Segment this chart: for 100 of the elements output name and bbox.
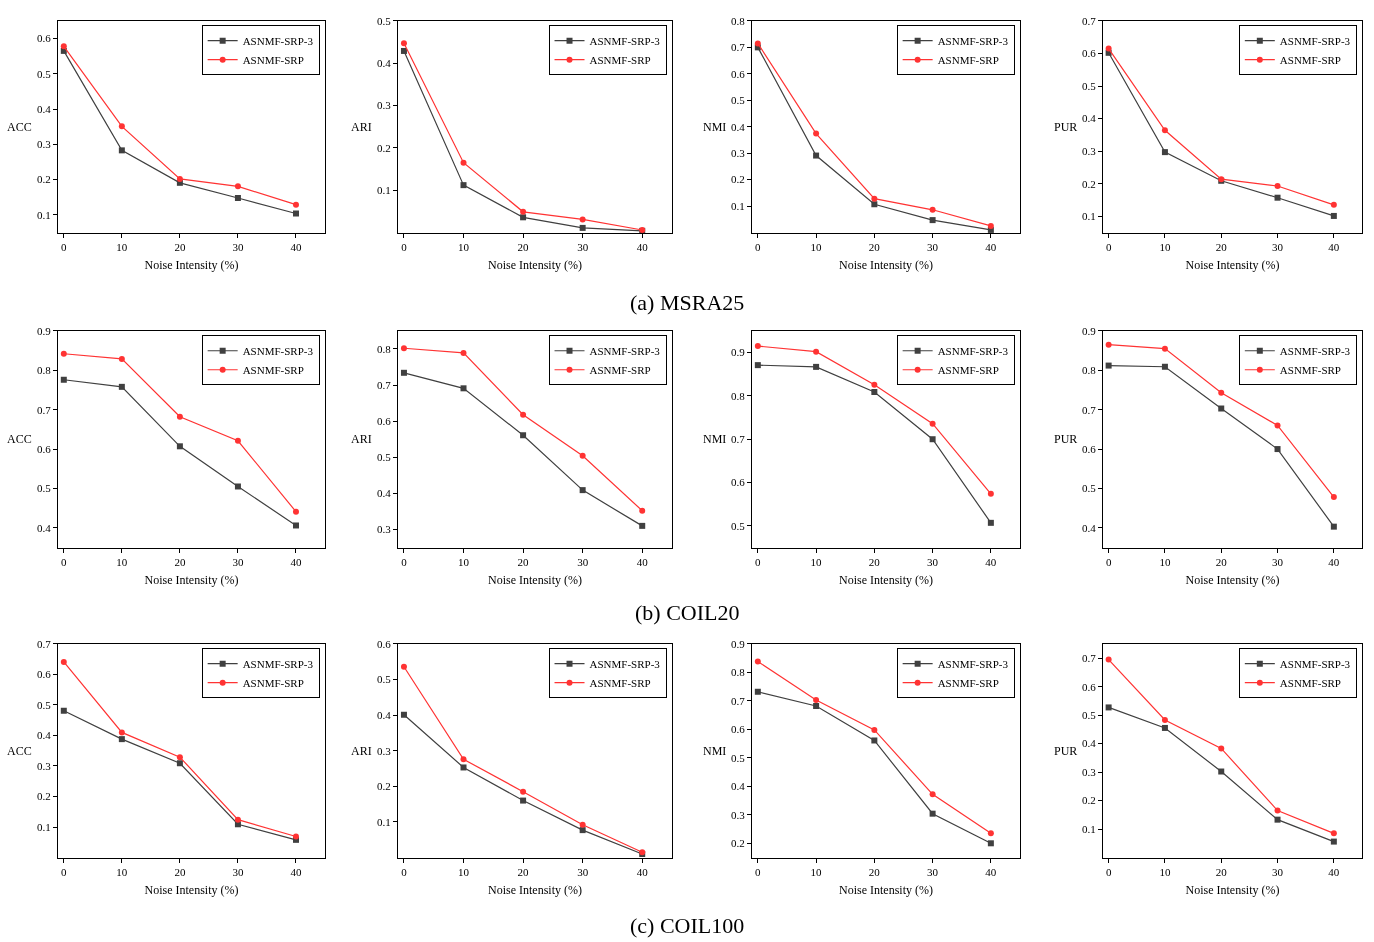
x-tick-label: 20 xyxy=(1215,555,1228,568)
y-tick-label: 0.9 xyxy=(731,637,746,650)
legend-label: ASNMF-SRP xyxy=(1279,53,1341,66)
y-tick-label: 0.3 xyxy=(37,759,52,772)
legend-label: ASNMF-SRP-3 xyxy=(589,345,661,358)
y-tick-label: 0.4 xyxy=(731,780,746,793)
legend-label: ASNMF-SRP-3 xyxy=(242,657,314,670)
y-tick-label: 0.5 xyxy=(377,14,392,27)
point xyxy=(754,40,761,47)
point xyxy=(60,350,67,357)
point xyxy=(929,810,936,817)
y-tick-label: 0.1 xyxy=(731,199,745,212)
y-tick-label: 0.6 xyxy=(37,668,52,681)
x-tick-label: 30 xyxy=(927,240,939,253)
point xyxy=(292,201,299,208)
y-tick-label: 0.3 xyxy=(731,808,746,821)
point xyxy=(1218,389,1225,396)
point xyxy=(987,490,994,497)
point xyxy=(1274,807,1281,814)
point xyxy=(60,376,67,383)
legend-label: ASNMF-SRP-3 xyxy=(937,345,1009,358)
y-tick-label: 0.7 xyxy=(37,403,52,416)
point xyxy=(1274,816,1281,823)
y-tick-label: 0.1 xyxy=(1082,822,1096,835)
text: (a) MSRA25 xyxy=(630,290,745,315)
y-tick-label: 0.1 xyxy=(377,184,391,197)
y-tick-label: 0.9 xyxy=(37,324,52,337)
point xyxy=(754,688,761,695)
point xyxy=(987,830,994,837)
point xyxy=(234,816,241,823)
y-tick-label: 0.8 xyxy=(731,14,746,27)
point xyxy=(292,210,299,217)
point xyxy=(520,214,527,221)
y-axis-title: PUR xyxy=(1054,744,1078,758)
x-tick-label: 0 xyxy=(61,240,68,253)
x-tick-label: 40 xyxy=(290,555,302,568)
x-tick-label: 40 xyxy=(985,240,997,253)
legend-label: ASNMF-SRP xyxy=(242,676,304,689)
point xyxy=(929,206,936,213)
legend-label: ASNMF-SRP-3 xyxy=(1279,34,1351,47)
legend-label: ASNMF-SRP-3 xyxy=(242,34,314,47)
legend-label: ASNMF-SRP-3 xyxy=(589,657,661,670)
y-tick-label: 0.7 xyxy=(731,433,746,446)
x-tick-label: 20 xyxy=(517,865,530,878)
point xyxy=(400,40,407,47)
x-axis-title: Noise Intensity (%) xyxy=(488,572,582,587)
y-tick-label: 0.6 xyxy=(731,723,746,736)
y-tick-label: 0.8 xyxy=(731,389,746,402)
y-tick-label: 0.4 xyxy=(731,120,746,133)
point xyxy=(813,697,820,704)
point xyxy=(639,507,646,514)
x-tick-label: 10 xyxy=(1159,865,1171,878)
point xyxy=(987,840,994,847)
y-tick-label: 0.8 xyxy=(37,364,52,377)
y-tick-label: 0.2 xyxy=(377,141,391,154)
x-axis-title: Noise Intensity (%) xyxy=(488,257,582,272)
y-axis-title: ACC xyxy=(7,432,32,446)
y-tick-label: 0.3 xyxy=(377,99,392,112)
y-axis-title: ARI xyxy=(351,120,372,134)
x-tick-label: 0 xyxy=(61,865,68,878)
point xyxy=(520,208,527,215)
y-tick-label: 0.5 xyxy=(1082,482,1097,495)
point xyxy=(1161,716,1168,723)
x-axis-title: Noise Intensity (%) xyxy=(144,257,239,272)
point xyxy=(460,764,467,771)
point xyxy=(118,355,125,362)
legend-label: ASNMF-SRP xyxy=(589,364,651,377)
x-tick-label: 20 xyxy=(517,240,530,253)
point xyxy=(579,452,586,459)
y-tick-label: 0.5 xyxy=(377,451,392,464)
y-tick-label: 0.7 xyxy=(1082,14,1097,27)
x-tick-label: 10 xyxy=(810,865,823,878)
x-axis-title: Noise Intensity (%) xyxy=(1185,572,1280,587)
x-tick-label: 30 xyxy=(577,555,589,568)
x-tick-label: 40 xyxy=(1328,865,1340,878)
y-tick-label: 0.5 xyxy=(1082,708,1097,721)
point xyxy=(400,369,407,376)
point xyxy=(176,760,183,767)
legend-label: ASNMF-SRP-3 xyxy=(242,345,314,358)
point xyxy=(813,152,820,159)
x-tick-label: 20 xyxy=(174,240,186,253)
point xyxy=(579,827,586,834)
x-tick-label: 40 xyxy=(636,240,649,253)
y-tick-label: 0.7 xyxy=(731,694,746,707)
point xyxy=(639,522,646,529)
legend-label: ASNMF-SRP xyxy=(937,676,999,689)
y-tick-label: 0.5 xyxy=(37,698,52,711)
point xyxy=(460,349,467,356)
point xyxy=(520,411,527,418)
x-tick-label: 30 xyxy=(927,865,939,878)
point xyxy=(1330,201,1337,208)
y-tick-label: 0.2 xyxy=(731,837,745,850)
x-tick-label: 20 xyxy=(174,865,186,878)
x-tick-label: 10 xyxy=(1159,555,1171,568)
x-tick-label: 0 xyxy=(755,240,762,253)
x-tick-label: 0 xyxy=(755,555,762,568)
y-tick-label: 0.2 xyxy=(37,790,51,803)
legend-label: ASNMF-SRP-3 xyxy=(1279,657,1351,670)
x-tick-label: 40 xyxy=(985,865,997,878)
point xyxy=(1105,362,1112,369)
